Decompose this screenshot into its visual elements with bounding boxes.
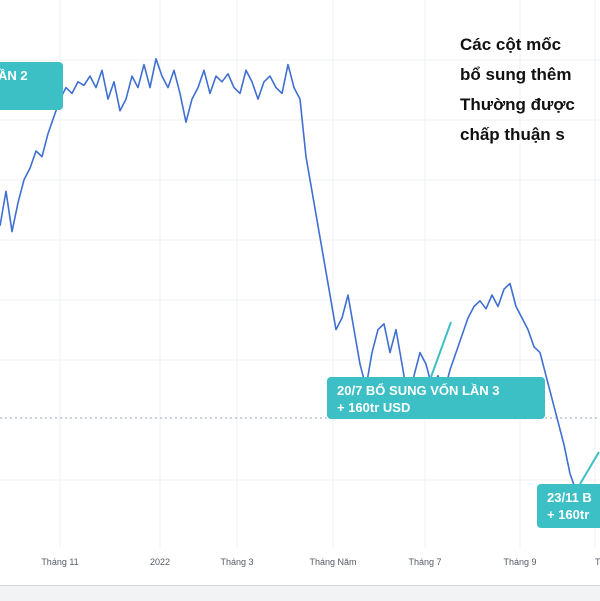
note-line-2: bổ sung thêm: [460, 65, 572, 84]
callout-1-line-1: ẦN 2: [0, 68, 28, 83]
callout-3-line-2: + 160tr: [547, 507, 590, 522]
callout-capital-round-4: 23/11 B + 160tr: [537, 484, 600, 528]
note-line-3: Thường được: [460, 95, 575, 114]
callout-capital-round-2: ẦN 2: [0, 62, 63, 110]
callout-capital-round-3: 20/7 BỔ SUNG VỐN LẦN 3 + 160tr USD: [327, 377, 545, 419]
x-tick-label: Tháng 11: [41, 557, 78, 567]
callout-pointer-2: [430, 321, 452, 378]
note-line-1: Các cột mốc: [460, 35, 562, 54]
x-tick-label: Tháng 3: [220, 557, 253, 567]
callout-2-line-1: 20/7 BỔ SUNG VỐN LẦN 3: [337, 383, 500, 398]
note-line-4: chấp thuận s: [460, 125, 565, 144]
callout-pointer-3: [579, 451, 600, 485]
callout-3-line-1: 23/11 B: [547, 490, 592, 505]
x-tick-label: 2022: [150, 557, 170, 567]
callout-2-line-2: + 160tr USD: [337, 400, 411, 415]
x-axis-ticks: Tháng 11 2022 Tháng 3 Tháng Năm Tháng 7 Tháng…: [41, 557, 600, 567]
image-bottom-edge: [0, 585, 600, 601]
annotation-note: Các cột mốc bổ sung thêm Thường được chấ…: [460, 30, 600, 150]
chart-grid: [0, 0, 600, 548]
x-tick-label: Tháng Năm: [309, 557, 356, 567]
x-tick-label: T: [595, 557, 600, 567]
price-series-line: [0, 58, 600, 521]
x-tick-label: Tháng 9: [503, 557, 536, 567]
x-tick-label: Tháng 7: [408, 557, 441, 567]
